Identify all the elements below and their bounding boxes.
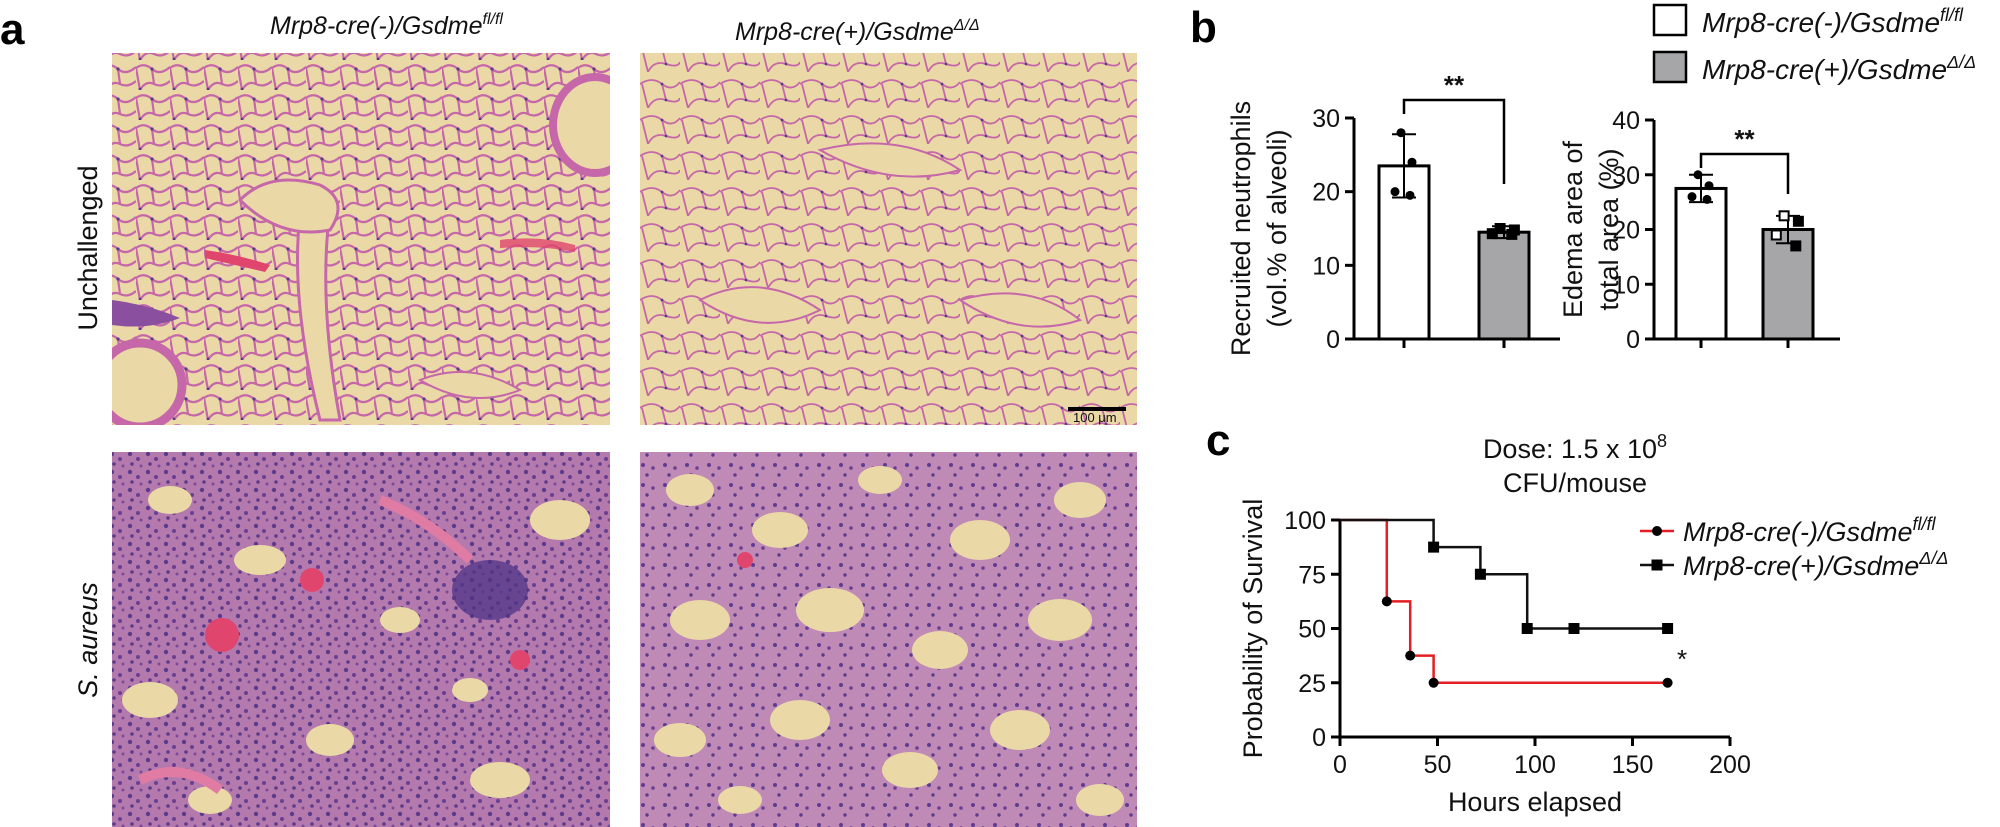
row-label-unchallenged: Unchallenged: [73, 165, 103, 330]
chart-subtitle: CFU/mouse: [1503, 468, 1647, 498]
data-point: [1693, 170, 1703, 180]
data-point: [1790, 240, 1802, 252]
survival-marker: [1428, 541, 1440, 553]
legend-label-control: Mrp8-cre(-)/Gsdmefl/fl: [1702, 5, 1964, 38]
bar: [1761, 228, 1815, 341]
survival-marker: [1405, 650, 1416, 661]
x-tick-label: 50: [1424, 751, 1452, 779]
row-label-s-aureus: S. aureus: [73, 582, 103, 698]
y-tick-label: 75: [1298, 561, 1326, 589]
histology-image-knockout-s-aureus: [640, 452, 1137, 827]
col-header-knockout: Mrp8-cre(+)/GsdmeΔ/Δ: [735, 17, 980, 46]
y-tick-label: 50: [1298, 616, 1326, 644]
legend-label-superscript: fl/fl: [1913, 514, 1937, 534]
y-axis-label: Recruited neutrophils: [1226, 101, 1256, 356]
y-tick-label: 0: [1312, 724, 1326, 752]
data-point: [1390, 187, 1400, 197]
legend-swatch-control: [1652, 3, 1688, 37]
panel-label-a: a: [0, 5, 25, 54]
y-axis-label: (vol.% of alveoli): [1262, 129, 1292, 327]
legend-swatch-knockout: [1652, 50, 1688, 84]
scale-bar: [1068, 407, 1126, 411]
legend-b: Mrp8-cre(-)/Gsdmefl/fl Mrp8-cre(+)/Gsdme…: [1652, 3, 1976, 85]
survival-marker: [1662, 623, 1674, 634]
chart-recruited-neutrophils: 0 10 20 30 Recruited neutrophils (vol.% of al…: [1226, 70, 1560, 356]
y-tick-label: 30: [1612, 162, 1640, 190]
data-point: [1405, 190, 1415, 200]
y-axis-label: total area (%): [1594, 148, 1624, 310]
panel-label-c: c: [1206, 416, 1230, 465]
survival-marker: [1662, 677, 1673, 688]
significance-bracket: [1402, 98, 1506, 184]
chart-edema-area: 0 10 20 30 40 Edema area of total area (%) **: [1558, 107, 1840, 354]
histology-image-knockout-unchallenged: 100 μm: [640, 53, 1137, 425]
survival-marker: [1428, 677, 1439, 688]
legend-label-superscript: Δ/Δ: [1918, 548, 1948, 568]
x-tick-label: 0: [1333, 751, 1347, 779]
data-point: [1792, 215, 1804, 227]
survival-marker: [1568, 623, 1580, 634]
x-axis-label: Hours elapsed: [1448, 787, 1622, 817]
data-point: [1687, 192, 1697, 202]
y-tick-label: 0: [1326, 326, 1340, 354]
x-tick-label: 200: [1709, 751, 1751, 779]
y-tick-label: 40: [1612, 107, 1640, 135]
data-point: [1702, 194, 1712, 204]
legend-label: Mrp8-cre(+)/GsdmeΔ/Δ: [1683, 548, 1948, 581]
chart-title-superscript: 8: [1657, 431, 1667, 451]
legend-label: Mrp8-cre(-)/Gsdmefl/fl: [1683, 514, 1937, 547]
survival-marker: [1521, 623, 1533, 634]
col-header-control: Mrp8-cre(-)/Gsdmefl/fl: [270, 11, 503, 40]
y-tick-label: 30: [1312, 105, 1340, 133]
legend-marker: [1651, 559, 1663, 571]
data-point: [1770, 229, 1782, 241]
significance-label: **: [1444, 70, 1465, 100]
y-axis-label: Probability of Survival: [1238, 499, 1268, 759]
x-tick-label: 100: [1514, 751, 1556, 779]
histology-image-control-unchallenged: [112, 53, 610, 425]
significance-label: **: [1734, 124, 1755, 154]
data-point: [1506, 228, 1518, 240]
bar: [1477, 230, 1531, 341]
significance-label: *: [1677, 644, 1687, 674]
y-axis-label: Edema area of: [1558, 140, 1588, 318]
survival-line-1: [1340, 518, 1668, 630]
survival-marker: [1381, 596, 1392, 607]
survival-marker: [1474, 568, 1486, 580]
histology-image-control-s-aureus: [112, 452, 610, 827]
legend-marker: [1652, 526, 1662, 536]
chart-title: Dose: 1.5 x 108: [1483, 431, 1667, 464]
y-tick-label: 10: [1612, 271, 1640, 299]
y-tick-label: 10: [1312, 252, 1340, 280]
significance-bracket: [1699, 152, 1790, 194]
scale-bar-label: 100 μm: [1073, 410, 1117, 425]
y-tick-label: 25: [1298, 670, 1326, 698]
data-point: [1778, 210, 1790, 222]
panel-label-b: b: [1190, 3, 1217, 52]
y-tick-label: 0: [1626, 326, 1640, 354]
legend-label-knockout: Mrp8-cre(+)/GsdmeΔ/Δ: [1702, 52, 1976, 85]
bar: [1674, 186, 1728, 341]
data-point: [1396, 128, 1406, 138]
y-tick-label: 20: [1312, 179, 1340, 207]
y-tick-label: 100: [1284, 507, 1326, 535]
y-tick-label: 20: [1612, 217, 1640, 245]
data-point: [1704, 181, 1714, 191]
x-tick-label: 150: [1612, 751, 1654, 779]
data-point: [1486, 228, 1498, 240]
data-point: [1407, 157, 1417, 167]
chart-survival: Dose: 1.5 x 108 CFU/mouse 0 25 50 75 100 0 50 100…: [1238, 431, 1948, 817]
